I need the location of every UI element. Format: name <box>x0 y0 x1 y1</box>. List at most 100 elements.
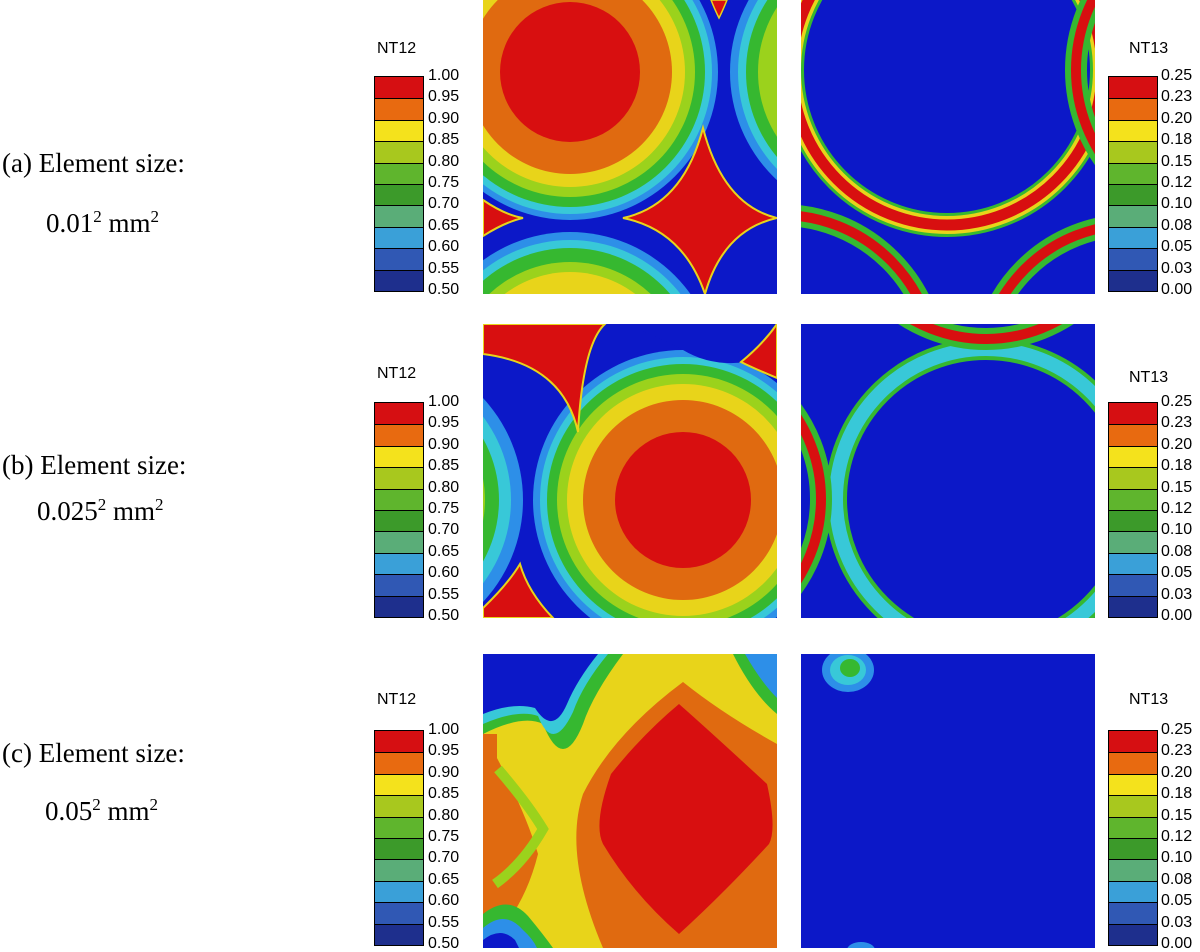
colorbar-tick-label: 0.05 <box>1161 892 1193 910</box>
colorbar-tick-label: 0.03 <box>1161 913 1193 931</box>
legend-left-colorbar <box>374 730 424 946</box>
row-c-label: (c) Element size: <box>2 738 185 768</box>
colorbar-swatch <box>375 205 423 227</box>
size-exponent: 2 <box>97 495 107 514</box>
colorbar-swatch <box>1109 552 1157 575</box>
colorbar-swatch <box>375 403 423 425</box>
colorbar-tick-label: 0.80 <box>428 478 460 496</box>
colorbar-tick-label: 0.23 <box>1161 414 1193 432</box>
colorbar-swatch <box>375 77 423 99</box>
colorbar-swatch <box>375 880 423 903</box>
colorbar-swatch <box>1109 226 1157 249</box>
colorbar-tick-label: 0.05 <box>1161 238 1193 256</box>
colorbar-swatch <box>375 773 423 796</box>
colorbar-swatch <box>1109 923 1157 945</box>
colorbar-tick-label: 0.20 <box>1161 763 1193 781</box>
colorbar-swatch <box>1109 248 1157 270</box>
colorbar-tick-label: 0.90 <box>428 763 460 781</box>
colorbar-tick-label: 0.90 <box>428 435 460 453</box>
size-unit: mm <box>100 796 150 826</box>
legend-left-title: NT12 <box>377 691 417 708</box>
colorbar-swatch <box>1109 773 1157 796</box>
row-b-element-size: 0.0252 mm2 <box>37 496 164 527</box>
colorbar-tick-label: 0.20 <box>1161 109 1193 127</box>
colorbar-tick-label: 1.00 <box>428 67 460 84</box>
colorbar-swatch <box>1109 510 1157 532</box>
colorbar-tick-label: 0.18 <box>1161 131 1193 149</box>
colorbar-tick-label: 0.75 <box>428 500 460 517</box>
colorbar-tick-label: 0.85 <box>428 457 460 475</box>
colorbar-swatch <box>375 859 423 881</box>
colorbar-tick-label: 0.75 <box>428 174 460 191</box>
colorbar-tick-label: 0.20 <box>1161 435 1193 453</box>
colorbar-tick-label: 0.70 <box>428 195 460 213</box>
colorbar-swatch <box>1109 162 1157 184</box>
colorbar-swatch <box>1109 838 1157 860</box>
colorbar-swatch <box>1109 141 1157 163</box>
colorbar-tick-label: 0.00 <box>1161 935 1193 952</box>
legend-right-title: NT13 <box>1129 691 1169 708</box>
colorbar-tick-label: 0.25 <box>1161 393 1193 410</box>
colorbar-swatch <box>375 445 423 468</box>
colorbar-swatch <box>1109 816 1157 838</box>
colorbar-tick-label: 0.03 <box>1161 259 1193 277</box>
legend-right-title: NT13 <box>1129 369 1169 386</box>
colorbar-swatch <box>1109 184 1157 206</box>
colorbar-tick-label: 0.10 <box>1161 521 1193 539</box>
colorbar-swatch <box>1109 795 1157 817</box>
unit-exponent: 2 <box>155 495 164 514</box>
size-exponent: 2 <box>92 795 101 814</box>
nt12-field <box>483 0 777 294</box>
colorbar-swatch <box>1109 859 1157 881</box>
colorbar-swatch <box>375 424 423 446</box>
colorbar-tick-label: 0.50 <box>428 281 460 298</box>
colorbar-swatch <box>375 510 423 532</box>
colorbar-tick-label: 0.55 <box>428 913 460 931</box>
colorbar-tick-label: 0.60 <box>428 892 460 910</box>
legend-right-colorbar <box>1108 730 1158 946</box>
colorbar-tick-label: 0.95 <box>428 88 460 106</box>
colorbar-tick-label: 0.70 <box>428 849 460 867</box>
colorbar-tick-label: 0.75 <box>428 828 460 845</box>
colorbar-tick-label: 0.95 <box>428 414 460 432</box>
legend-right-title: NT13 <box>1129 40 1169 57</box>
colorbar-tick-label: 0.85 <box>428 785 460 803</box>
colorbar-swatch <box>1109 403 1157 425</box>
colorbar-tick-label: 0.18 <box>1161 457 1193 475</box>
colorbar-tick-label: 0.10 <box>1161 849 1193 867</box>
colorbar-tick-label: 0.70 <box>428 521 460 539</box>
colorbar-tick-label: 0.80 <box>428 152 460 170</box>
colorbar-swatch <box>1109 488 1157 510</box>
row-c-element-size: 0.052 mm2 <box>45 796 158 827</box>
colorbar-swatch <box>375 902 423 924</box>
colorbar-tick-label: 0.85 <box>428 131 460 149</box>
colorbar-tick-label: 0.00 <box>1161 281 1193 298</box>
colorbar-tick-label: 0.12 <box>1161 174 1193 191</box>
colorbar-tick-label: 0.12 <box>1161 500 1193 517</box>
nt13-field <box>822 654 875 948</box>
colorbar-swatch <box>375 226 423 249</box>
colorbar-tick-label: 0.80 <box>428 806 460 824</box>
colorbar-tick-label: 0.08 <box>1161 870 1193 888</box>
colorbar-tick-label: 0.12 <box>1161 828 1193 845</box>
size-base: 0.025 <box>37 496 98 526</box>
colorbar-tick-label: 0.95 <box>428 742 460 760</box>
colorbar-swatch <box>375 467 423 489</box>
legend-left-colorbar <box>374 76 424 292</box>
colorbar-swatch <box>375 838 423 860</box>
colorbar-tick-label: 0.55 <box>428 259 460 277</box>
colorbar-swatch <box>1109 574 1157 596</box>
legend-right-colorbar <box>1108 76 1158 292</box>
colorbar-swatch <box>1109 467 1157 489</box>
legend-left-title: NT12 <box>377 40 417 57</box>
colorbar-swatch <box>1109 424 1157 446</box>
nt13-contour-plot <box>801 324 1095 618</box>
row-a-element-size: 0.012 mm2 <box>46 208 159 239</box>
colorbar-swatch <box>375 141 423 163</box>
colorbar-tick-label: 0.10 <box>1161 195 1193 213</box>
size-unit: mm <box>101 208 151 238</box>
unit-exponent: 2 <box>150 207 160 226</box>
nt13-contour-plot <box>801 654 1095 948</box>
colorbar-tick-label: 0.15 <box>1161 478 1193 496</box>
nt12-field <box>483 324 777 618</box>
